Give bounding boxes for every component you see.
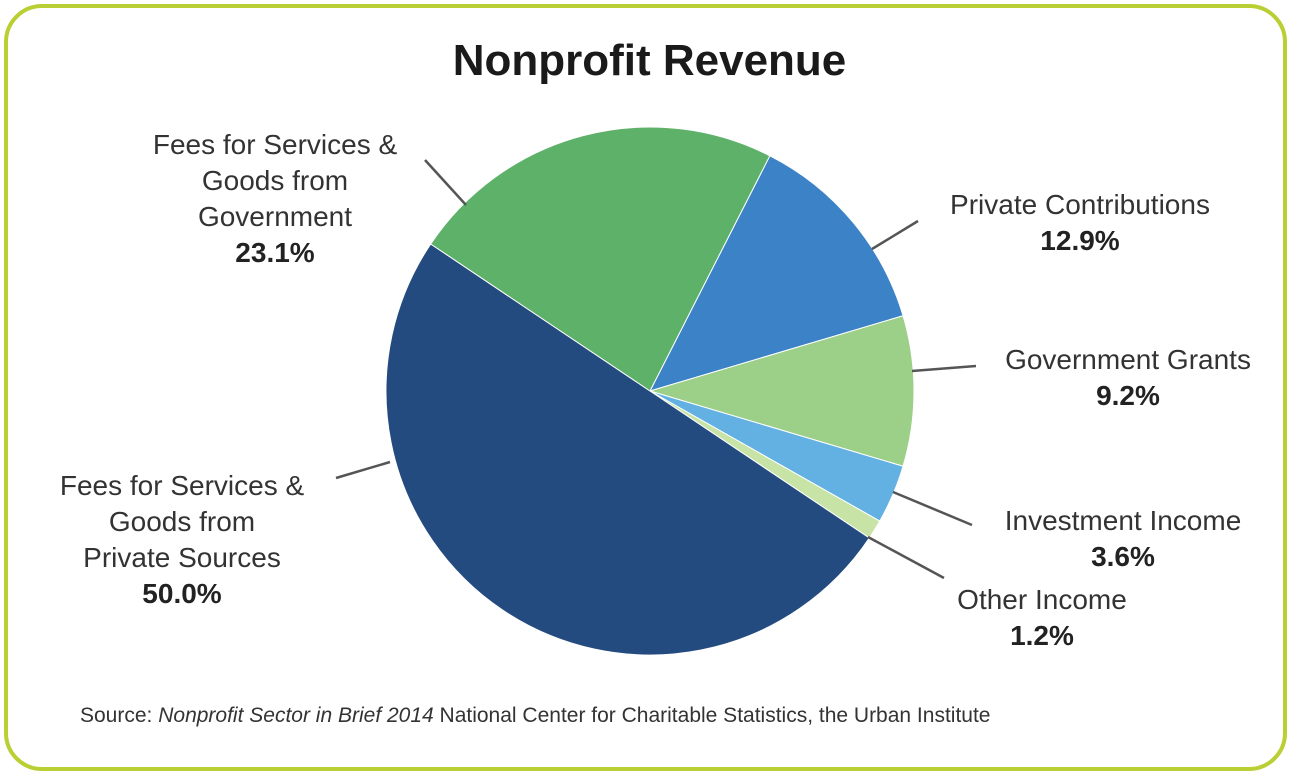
slice-label-fees-for-services-and-goods-from-private-sources-line-2: Goods from — [109, 506, 255, 537]
source-publication: Nonprofit Sector in Brief 2014 — [158, 704, 434, 727]
leader-line-private-contributions — [871, 219, 919, 251]
leader-line-other-income — [867, 535, 945, 580]
leader-line-investment-income — [892, 490, 973, 527]
pie-slice-fees-for-services-and-goods-from-government — [430, 126, 771, 392]
slice-label-fees-for-services-and-goods-from-government-line-3: Government — [198, 201, 352, 232]
slice-value-investment-income: 3.6% — [1091, 541, 1155, 572]
pie-slice-government-grants — [648, 315, 915, 467]
pie-slice-fees-for-services-and-goods-from-private-sources — [385, 243, 870, 656]
leader-line-government-grants — [911, 364, 977, 373]
slice-label-other-income-line-1: Other Income — [957, 584, 1127, 615]
slice-value-government-grants: 9.2% — [1096, 380, 1160, 411]
slice-label-government-grants-line-1: Government Grants — [1005, 344, 1251, 375]
source-prefix: Source: — [80, 704, 159, 727]
source-note: Source: Nonprofit Sector in Brief 2014 N… — [80, 704, 1220, 728]
leader-line-fees-for-services-and-goods-from-government — [424, 159, 467, 206]
slice-label-fees-for-services-and-goods-from-private-sources-line-1: Fees for Services & — [60, 470, 305, 501]
chart-title: Nonprofit Revenue — [452, 36, 847, 85]
slice-value-other-income: 1.2% — [1010, 620, 1074, 651]
slice-value-private-contributions: 12.9% — [1040, 225, 1119, 256]
slice-label-investment-income-line-1: Investment Income — [1005, 505, 1242, 536]
slice-value-fees-for-services-and-goods-from-government: 23.1% — [235, 237, 314, 268]
source-rest: National Center for Charitable Statistic… — [433, 704, 991, 727]
slice-label-fees-for-services-and-goods-from-private-sources-line-3: Private Sources — [83, 542, 281, 573]
pie-slice-private-contributions — [649, 155, 904, 392]
slice-value-fees-for-services-and-goods-from-private-sources: 50.0% — [142, 578, 221, 609]
leader-line-fees-for-services-and-goods-from-private-sources — [335, 460, 391, 480]
slice-label-fees-for-services-and-goods-from-government-line-1: Fees for Services & — [153, 129, 398, 160]
slice-label-private-contributions-line-1: Private Contributions — [950, 189, 1210, 220]
slice-label-fees-for-services-and-goods-from-government-line-2: Goods from — [202, 165, 348, 196]
